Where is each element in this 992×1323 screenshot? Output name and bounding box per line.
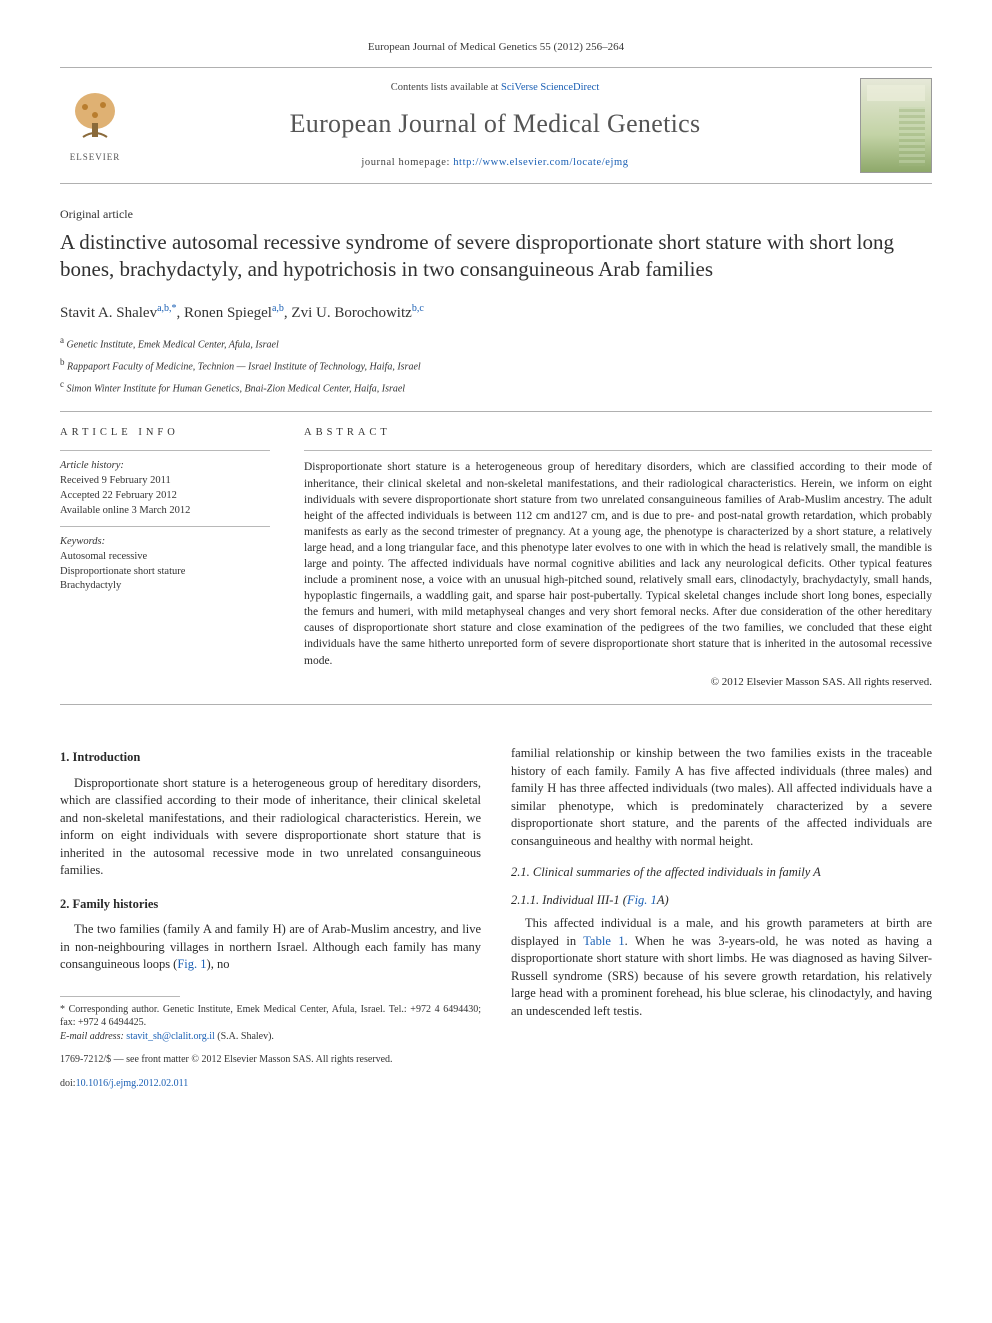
article-info-heading: ARTICLE INFO <box>60 426 270 441</box>
author-name: Zvi U. Borochowitz <box>291 305 411 321</box>
keywords-label: Keywords: <box>60 535 270 550</box>
email-label: E-mail address: <box>60 1031 124 1042</box>
body-column-right: familial relationship or kinship between… <box>511 745 932 1091</box>
affiliation: c Simon Winter Institute for Human Genet… <box>60 378 932 396</box>
keyword: Disproportionate short stature <box>60 565 270 580</box>
section-heading-family-histories: 2. Family histories <box>60 896 481 914</box>
paragraph: The two families (family A and family H)… <box>60 921 481 974</box>
affiliation-list: a Genetic Institute, Emek Medical Center… <box>60 334 932 397</box>
doi-label: doi: <box>60 1078 76 1089</box>
author-list: Stavit A. Shaleva,b,*, Ronen Spiegela,b,… <box>60 302 932 324</box>
affiliation-mark: b <box>60 357 65 367</box>
author-affil-marks: b,c <box>412 303 424 314</box>
abstract-copyright: © 2012 Elsevier Masson SAS. All rights r… <box>304 675 932 690</box>
author-name: Ronen Spiegel <box>184 305 272 321</box>
journal-name: European Journal of Medical Genetics <box>148 106 842 142</box>
paragraph-text: ), no <box>207 957 230 971</box>
article-info-column: ARTICLE INFO Article history: Received 9… <box>60 426 270 690</box>
figure-reference-link[interactable]: Fig. 1 <box>627 893 657 907</box>
subsection-heading-clinical-summaries: 2.1. Clinical summaries of the affected … <box>511 864 932 882</box>
paragraph-continuation: familial relationship or kinship between… <box>511 745 932 850</box>
divider <box>60 411 932 412</box>
paragraph: This affected individual is a male, and … <box>511 915 932 1020</box>
affiliation: a Genetic Institute, Emek Medical Center… <box>60 334 932 352</box>
abstract-text: Disproportionate short stature is a hete… <box>304 459 932 668</box>
affiliation-mark: c <box>60 379 64 389</box>
affiliation-text: Rappaport Faculty of Medicine, Technion … <box>67 361 421 372</box>
body-two-column: 1. Introduction Disproportionate short s… <box>60 745 932 1091</box>
abstract-heading: ABSTRACT <box>304 426 932 441</box>
corresponding-email-link[interactable]: stavit_sh@clalit.org.il <box>126 1031 214 1042</box>
email-footnote: E-mail address: stavit_sh@clalit.org.il … <box>60 1030 481 1044</box>
figure-reference-link[interactable]: Fig. 1 <box>177 957 206 971</box>
contents-prefix: Contents lists available at <box>391 82 501 93</box>
article-type-label: Original article <box>60 206 932 223</box>
abstract-column: ABSTRACT Disproportionate short stature … <box>304 426 932 690</box>
doi-link[interactable]: 10.1016/j.ejmg.2012.02.011 <box>76 1078 189 1089</box>
affiliation-mark: a <box>60 335 64 345</box>
history-online: Available online 3 March 2012 <box>60 504 270 519</box>
contents-available-line: Contents lists available at SciVerse Sci… <box>148 81 842 96</box>
masthead-center: Contents lists available at SciVerse Sci… <box>148 81 842 171</box>
table-reference-link[interactable]: Table 1 <box>583 934 624 948</box>
corresponding-author-footnote: * Corresponding author. Genetic Institut… <box>60 1003 481 1030</box>
section-heading-introduction: 1. Introduction <box>60 749 481 767</box>
sciencedirect-link[interactable]: SciVerse ScienceDirect <box>501 82 599 93</box>
journal-cover-thumbnail <box>860 78 932 173</box>
affiliation: b Rappaport Faculty of Medicine, Technio… <box>60 356 932 374</box>
homepage-prefix: journal homepage: <box>361 157 453 168</box>
divider <box>304 450 932 451</box>
affiliation-text: Genetic Institute, Emek Medical Center, … <box>67 339 279 350</box>
citation-header: European Journal of Medical Genetics 55 … <box>60 40 932 55</box>
affiliation-text: Simon Winter Institute for Human Genetic… <box>67 384 406 395</box>
heading-text: A) <box>657 893 669 907</box>
footnote-divider <box>60 996 180 997</box>
heading-text: 2.1.1. Individual III-1 ( <box>511 893 627 907</box>
publisher-logo-text: ELSEVIER <box>70 151 121 164</box>
subsubsection-heading-individual: 2.1.1. Individual III-1 (Fig. 1A) <box>511 892 932 910</box>
journal-homepage-line: journal homepage: http://www.elsevier.co… <box>148 156 842 171</box>
author-affil-marks: a,b,* <box>157 303 176 314</box>
doi-line: doi:10.1016/j.ejmg.2012.02.011 <box>60 1077 481 1091</box>
front-matter-line: 1769-7212/$ — see front matter © 2012 El… <box>60 1053 481 1067</box>
divider <box>60 450 270 451</box>
divider <box>60 526 270 527</box>
article-history-label: Article history: <box>60 459 270 474</box>
author-name: Stavit A. Shalev <box>60 305 157 321</box>
paragraph-text: The two families (family A and family H)… <box>60 922 481 971</box>
journal-homepage-link[interactable]: http://www.elsevier.com/locate/ejmg <box>453 157 628 168</box>
history-accepted: Accepted 22 February 2012 <box>60 489 270 504</box>
article-title: A distinctive autosomal recessive syndro… <box>60 229 932 284</box>
email-attribution: (S.A. Shalev). <box>217 1031 274 1042</box>
paragraph: Disproportionate short stature is a hete… <box>60 775 481 880</box>
elsevier-tree-icon <box>65 89 125 149</box>
info-abstract-row: ARTICLE INFO Article history: Received 9… <box>60 426 932 690</box>
keyword: Brachydactyly <box>60 579 270 594</box>
publisher-logo: ELSEVIER <box>60 86 130 166</box>
history-received: Received 9 February 2011 <box>60 474 270 489</box>
masthead: ELSEVIER Contents lists available at Sci… <box>60 67 932 184</box>
keyword: Autosomal recessive <box>60 550 270 565</box>
author-affil-marks: a,b <box>272 303 284 314</box>
divider <box>60 704 932 705</box>
body-column-left: 1. Introduction Disproportionate short s… <box>60 745 481 1091</box>
